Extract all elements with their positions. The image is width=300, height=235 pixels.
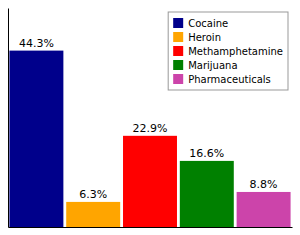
data-label: 22.9%	[133, 122, 168, 135]
legend-item: Pharmaceuticals	[173, 74, 271, 85]
legend-swatch	[173, 46, 183, 56]
legend-label: Cocaine	[188, 18, 228, 29]
legend-label: Marijuana	[188, 60, 237, 71]
legend-label: Heroin	[188, 32, 221, 43]
data-label: 8.8%	[250, 178, 278, 191]
bar	[66, 202, 120, 227]
x-axis-line	[9, 227, 293, 228]
legend-label: Pharmaceuticals	[188, 74, 271, 85]
legend-label: Methamphetamine	[188, 46, 283, 57]
data-label: 16.6%	[189, 147, 224, 160]
data-label: 44.3%	[19, 37, 54, 50]
legend-swatch	[173, 32, 183, 42]
bar	[237, 192, 291, 227]
x-axis	[9, 227, 293, 228]
y-axis-line	[8, 9, 9, 228]
bar	[180, 161, 234, 227]
legend-item: Heroin	[173, 32, 221, 43]
bars	[9, 51, 290, 227]
legend-swatch	[173, 74, 183, 84]
bar	[123, 136, 177, 227]
y-axis	[8, 9, 9, 228]
legend-swatch	[173, 18, 183, 28]
bar	[9, 51, 63, 227]
legend-swatch	[173, 60, 183, 70]
legend: Cocaine Heroin Methamphetamine Marijuana Pha…	[168, 12, 288, 90]
data-label: 6.3%	[79, 188, 107, 201]
chart: 44.3% 6.3% 22.9% 16.6% 8.8% Cocaine Heroin Meth…	[0, 0, 300, 235]
legend-item: Methamphetamine	[173, 46, 283, 57]
plot: 44.3% 6.3% 22.9% 16.6% 8.8% Cocaine Heroin Meth…	[9, 9, 293, 228]
legend-item: Cocaine	[173, 18, 228, 29]
legend-item: Marijuana	[173, 60, 237, 71]
legend-frame	[168, 12, 288, 90]
